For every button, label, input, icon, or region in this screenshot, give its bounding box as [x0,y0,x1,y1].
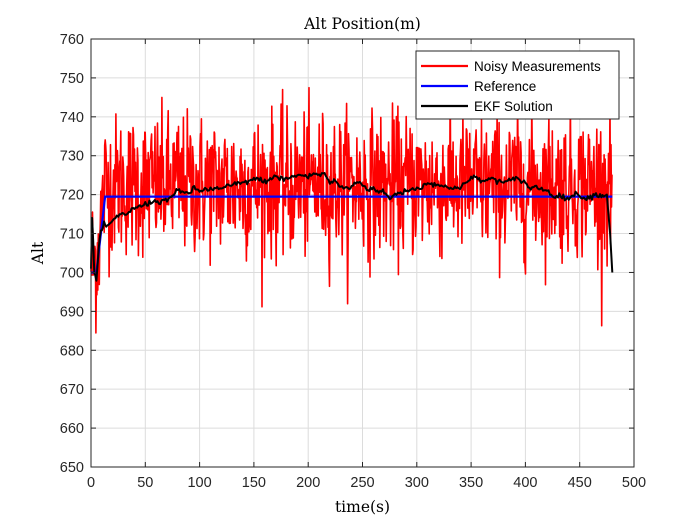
legend: Noisy Measurements Reference EKF Solutio… [415,50,620,120]
y-tick-label: 690 [60,304,84,320]
x-tick-label: 500 [622,475,646,491]
y-tick-label: 670 [60,382,84,398]
x-tick-label: 50 [137,475,153,491]
legend-label-noisy-measurements: Noisy Measurements [474,59,601,74]
y-tick-label: 760 [60,32,84,48]
y-tick-label: 650 [60,460,84,476]
series-noisy-measurements [90,69,613,334]
y-tick-label: 720 [60,188,84,204]
axis-ticks: 0 50 100 150 200 250 300 350 400 450 500 650 660 670 6… [60,32,646,491]
x-tick-label: 300 [405,475,429,491]
x-tick-label: 450 [568,475,592,491]
y-tick-label: 740 [60,110,84,126]
legend-label-ekf-solution: EKF Solution [474,99,553,114]
y-tick-label: 730 [60,149,84,165]
y-tick-label: 710 [60,227,84,243]
x-tick-label: 100 [187,475,211,491]
y-tick-label: 700 [60,265,84,281]
x-tick-label: 0 [87,475,95,491]
x-tick-label: 400 [513,475,537,491]
y-tick-label: 660 [60,421,84,437]
legend-label-reference: Reference [474,79,536,94]
series-ekf-solution [90,172,614,282]
y-tick-label: 750 [60,71,84,87]
x-tick-label: 350 [459,475,483,491]
x-tick-label: 250 [350,475,374,491]
y-tick-label: 680 [60,343,84,359]
chart-title: Alt Position(m) [303,15,421,33]
x-tick-label: 150 [242,475,266,491]
x-axis-label: time(s) [335,498,390,516]
y-axis-label: Alt [29,241,47,265]
x-tick-label: 200 [296,475,320,491]
